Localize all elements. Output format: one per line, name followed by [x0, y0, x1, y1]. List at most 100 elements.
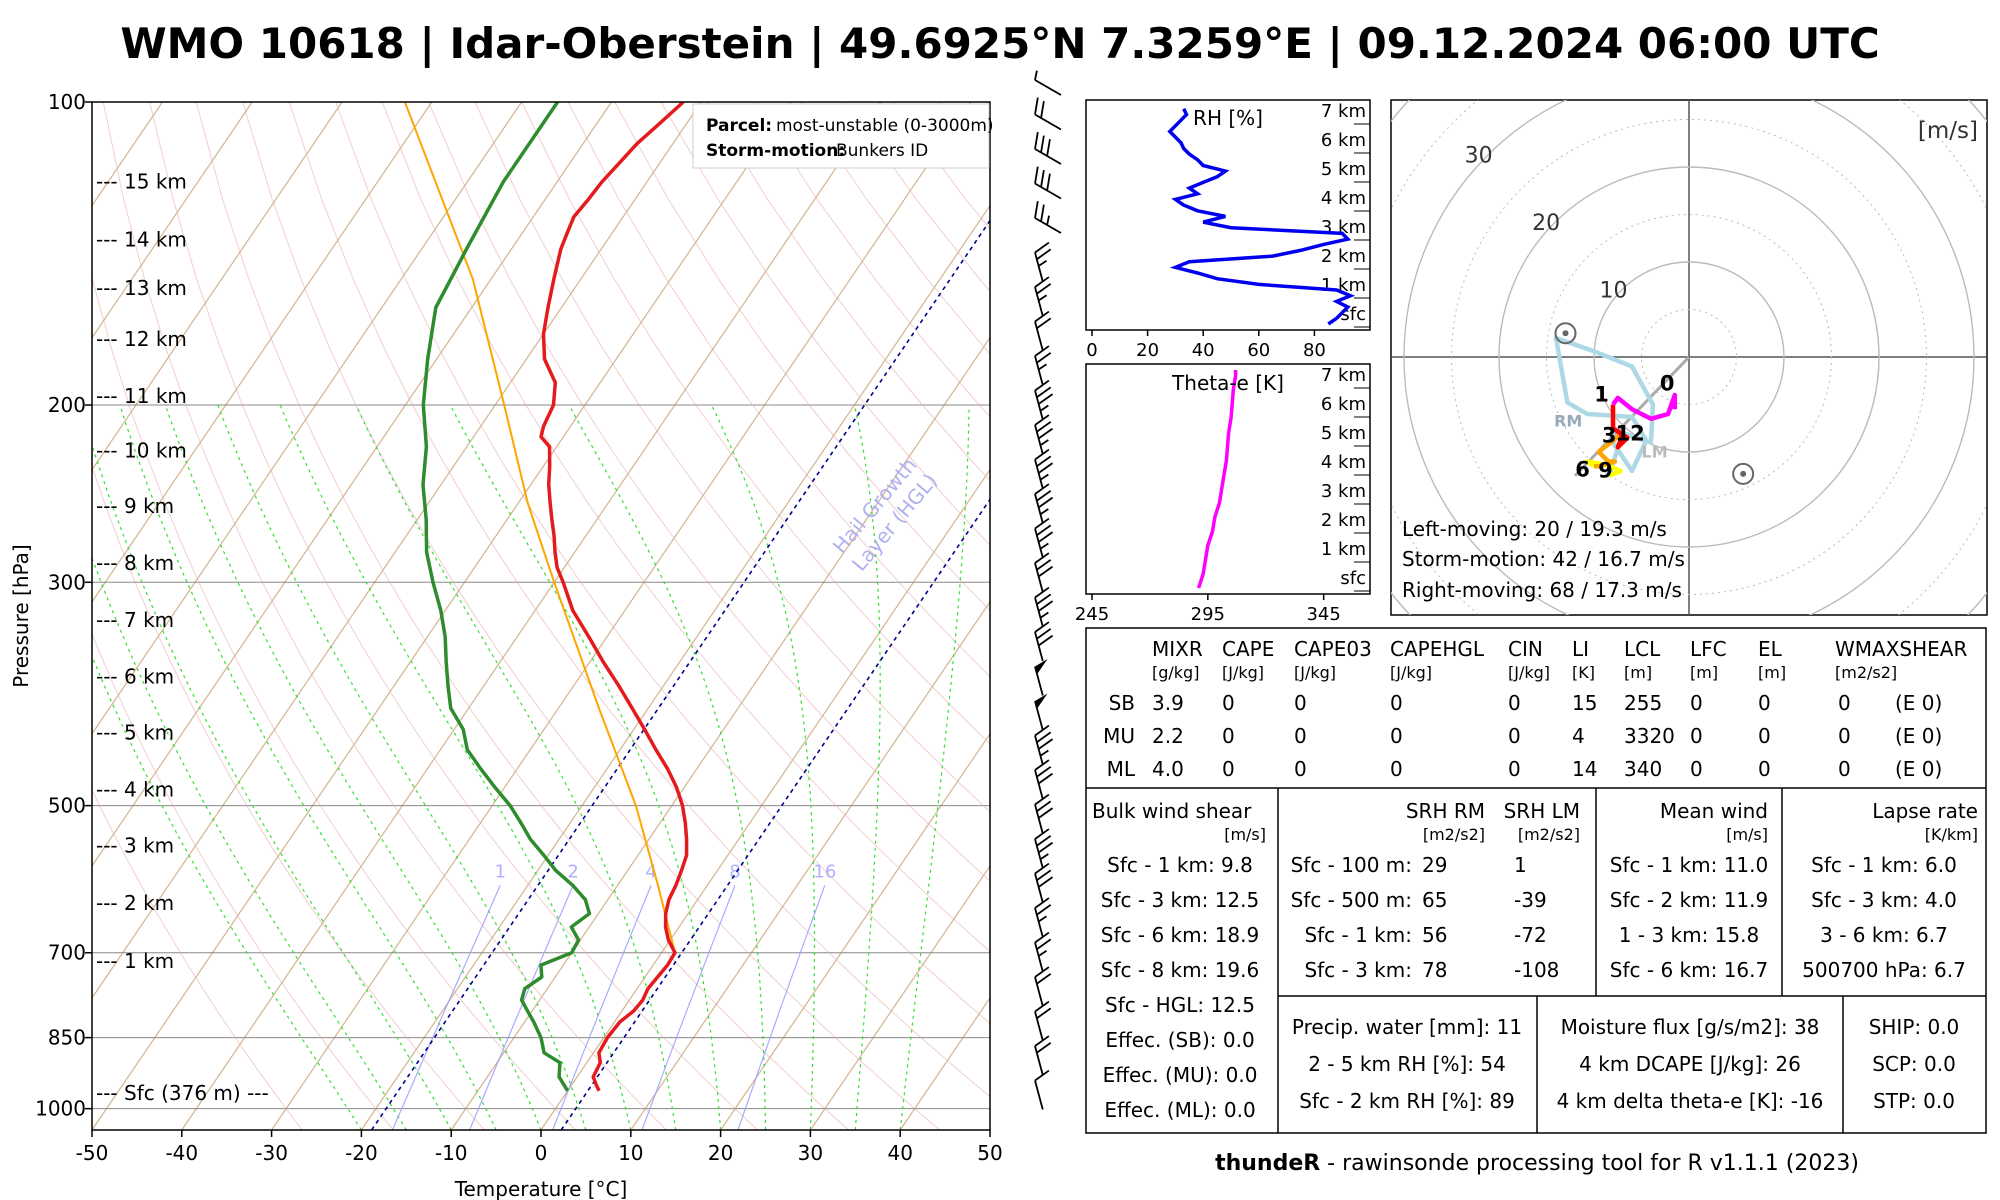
bulk-title: Bulk wind shear [1092, 799, 1252, 823]
pressure-tick-label: 700 [48, 941, 86, 965]
moisture-row: 2 - 5 km RH [%]: 54 [1308, 1052, 1506, 1076]
wind-barb [1034, 621, 1054, 662]
hodo-info-right: Right-moving: 68 / 17.3 m/s [1402, 578, 1682, 602]
param-header: CIN [1508, 637, 1543, 661]
wind-barb [1034, 166, 1062, 200]
hodograph-unit: [m/s] [1918, 118, 1978, 144]
wind-barb [1034, 966, 1052, 1007]
height-label: --- 6 km [96, 664, 174, 688]
storm-motion-marker [1732, 462, 1755, 485]
param-value: 0 [1294, 757, 1307, 781]
param-value: 0 [1758, 724, 1771, 748]
param-unit: [m] [1758, 663, 1786, 682]
wind-barb [1034, 97, 1062, 131]
bulk-row: Effec. (ML): 0.0 [1104, 1098, 1255, 1122]
hodograph-segment [1611, 392, 1678, 422]
height-label: --- 12 km [96, 327, 187, 351]
th-level-label: 2 km [1321, 510, 1366, 531]
legend-parcel-value: most-unstable (0-3000m) [776, 116, 994, 136]
param-unit: [m] [1624, 663, 1652, 682]
x-tick-label: -20 [345, 1141, 378, 1165]
skewt-x-axis-label: Temperature [°C] [454, 1177, 628, 1200]
srh-rm-value: 65 [1422, 888, 1447, 912]
param-row-label: SB [1109, 691, 1135, 715]
param-header: LFC [1690, 637, 1727, 661]
param-value: 0 [1508, 757, 1521, 781]
param-value: 0 [1222, 757, 1235, 781]
height-label: --- 14 km [96, 228, 187, 252]
wind-barb [1034, 131, 1062, 165]
mixr-label: 16 [813, 861, 836, 882]
moisture-row: Sfc - 2 km RH [%]: 89 [1299, 1089, 1515, 1113]
bulk-row: Effec. (SB): 0.0 [1105, 1028, 1254, 1052]
hodo-height-label: 1 [1594, 383, 1609, 407]
index-row: STP: 0.0 [1873, 1089, 1955, 1113]
param-value: 0 [1838, 757, 1851, 781]
th-level-label: 6 km [1321, 394, 1366, 415]
misc-row: 4 km DCAPE [J/kg]: 26 [1579, 1052, 1801, 1076]
x-tick-label: 20 [708, 1141, 733, 1165]
th-x-tick: 345 [1306, 604, 1340, 625]
mean-wind-title: Mean wind [1660, 799, 1768, 823]
height-label: --- 10 km [96, 439, 187, 463]
wind-barb [1034, 862, 1054, 903]
param-unit: [m] [1690, 663, 1718, 682]
srh-row-label: Sfc - 100 m: [1291, 853, 1412, 877]
wind-barb [1034, 517, 1054, 558]
dewpoint-line [421, 102, 592, 1092]
th-level-label: 1 km [1321, 539, 1366, 560]
param-value: (E 0) [1895, 757, 1942, 781]
param-value: 3.9 [1152, 691, 1184, 715]
param-value: 0 [1222, 724, 1235, 748]
hodo-info-left: Left-moving: 20 / 19.3 m/s [1402, 517, 1667, 541]
bulk-row: Sfc - HGL: 12.5 [1105, 993, 1255, 1017]
misc-row: Moisture flux [g/s/m2]: 38 [1561, 1015, 1820, 1039]
wind-barb [1034, 897, 1052, 938]
lapse-row: Sfc - 3 km: 4.0 [1811, 888, 1957, 912]
height-label: --- 9 km [96, 494, 174, 518]
height-label: --- 2 km [96, 891, 174, 915]
srh-lm-value: -39 [1514, 888, 1547, 912]
srh-lm-unit: [m2/s2] [1518, 825, 1580, 844]
wind-barb [1034, 414, 1054, 455]
wind-barb [1034, 931, 1052, 972]
pressure-tick-label: 500 [48, 794, 86, 818]
param-value: 0 [1508, 691, 1521, 715]
th-x-tick: 295 [1191, 604, 1225, 625]
figure-title: WMO 10618 | Idar-Oberstein | 49.6925°N 7… [120, 19, 1879, 68]
hodo-ring-label: 10 [1600, 279, 1628, 304]
parcel-line [403, 102, 676, 953]
hodograph-segment [1610, 404, 1630, 450]
rh-level-label: 6 km [1321, 130, 1366, 151]
wind-barb [1034, 310, 1052, 351]
param-value: 0 [1690, 757, 1703, 781]
mixr-label: 2 [567, 861, 578, 882]
skewt-y-axis-label: Pressure [hPa] [9, 544, 33, 687]
x-tick-label: -50 [76, 1141, 109, 1165]
srh-rm-value: 78 [1422, 958, 1447, 982]
rh-title: RH [%] [1193, 106, 1263, 130]
bulk-unit: [m/s] [1224, 825, 1266, 844]
moisture-row: Precip. water [mm]: 11 [1292, 1015, 1522, 1039]
height-label: --- 1 km [96, 949, 174, 973]
param-header: CAPE03 [1294, 637, 1372, 661]
rh-x-tick: 60 [1247, 340, 1270, 361]
th-profile-line [1196, 370, 1238, 589]
rh-x-tick: 40 [1192, 340, 1215, 361]
height-label: --- 5 km [96, 721, 174, 745]
param-row-label: ML [1107, 757, 1136, 781]
param-unit: [J/kg] [1222, 663, 1264, 682]
srh-lm-header: SRH LM [1504, 799, 1580, 823]
legend-box [692, 103, 990, 169]
pressure-tick-label: 200 [48, 393, 86, 417]
x-tick-label: 10 [618, 1141, 643, 1165]
misc-row: 4 km delta theta-e [K]: -16 [1557, 1089, 1824, 1113]
height-label: --- 11 km [96, 384, 187, 408]
hodo-height-label: 3 [1602, 424, 1617, 448]
height-label: --- 15 km [96, 170, 187, 194]
wind-barb [1034, 759, 1054, 800]
param-value: 15 [1572, 691, 1597, 715]
wind-barb [1034, 552, 1054, 593]
param-value: 0 [1222, 691, 1235, 715]
